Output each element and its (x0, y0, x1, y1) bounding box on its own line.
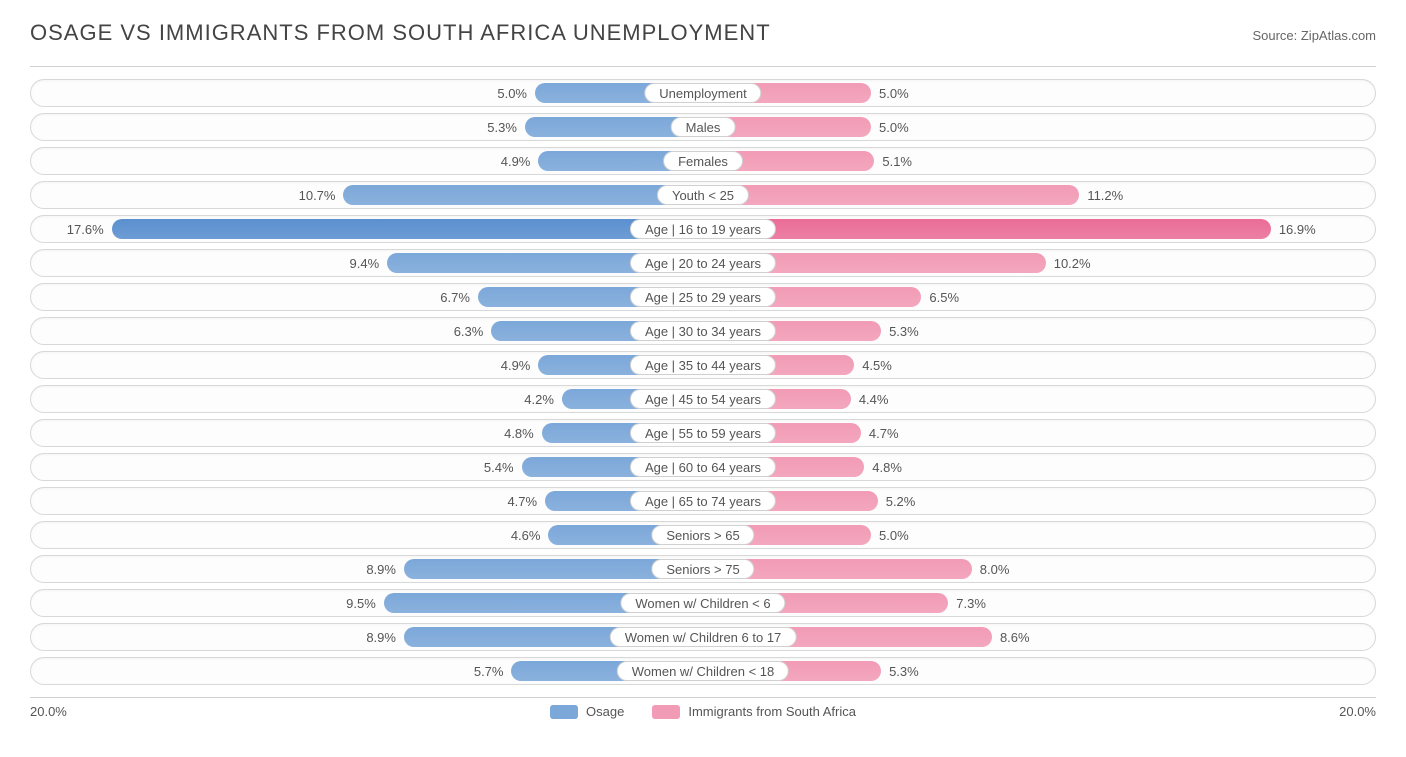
legend: Osage Immigrants from South Africa (90, 704, 1316, 719)
value-right: 5.0% (879, 522, 909, 550)
category-label: Youth < 25 (657, 185, 749, 205)
value-right: 5.0% (879, 114, 909, 142)
value-left: 10.7% (299, 182, 336, 210)
chart-footer: 20.0% Osage Immigrants from South Africa… (30, 704, 1376, 719)
category-label: Women w/ Children 6 to 17 (610, 627, 797, 647)
value-right: 7.3% (956, 590, 986, 618)
value-right: 5.2% (886, 488, 916, 516)
category-label: Age | 25 to 29 years (630, 287, 776, 307)
value-left: 6.7% (440, 284, 470, 312)
category-label: Age | 55 to 59 years (630, 423, 776, 443)
chart-row: 6.3% 5.3% Age | 30 to 34 years (30, 317, 1376, 345)
chart-row: 4.9% 5.1% Females (30, 147, 1376, 175)
source-label: Source: ZipAtlas.com (1252, 28, 1376, 43)
swatch-left-icon (550, 705, 578, 719)
value-right: 4.4% (859, 386, 889, 414)
value-right: 6.5% (929, 284, 959, 312)
chart-row: 8.9% 8.6% Women w/ Children 6 to 17 (30, 623, 1376, 651)
value-left: 4.9% (501, 148, 531, 176)
value-left: 8.9% (366, 624, 396, 652)
bar-left (343, 185, 703, 205)
category-label: Age | 65 to 74 years (630, 491, 776, 511)
chart-row: 9.5% 7.3% Women w/ Children < 6 (30, 589, 1376, 617)
category-label: Unemployment (644, 83, 761, 103)
value-left: 6.3% (454, 318, 484, 346)
value-right: 5.0% (879, 80, 909, 108)
chart-row: 5.3% 5.0% Males (30, 113, 1376, 141)
category-label: Males (671, 117, 736, 137)
legend-left-label: Osage (586, 704, 624, 719)
chart-row: 4.2% 4.4% Age | 45 to 54 years (30, 385, 1376, 413)
value-right: 8.6% (1000, 624, 1030, 652)
value-left: 5.7% (474, 658, 504, 686)
value-right: 4.7% (869, 420, 899, 448)
value-right: 16.9% (1279, 216, 1316, 244)
chart-row: 4.7% 5.2% Age | 65 to 74 years (30, 487, 1376, 515)
chart-row: 9.4% 10.2% Age | 20 to 24 years (30, 249, 1376, 277)
value-right: 10.2% (1054, 250, 1091, 278)
legend-item-right: Immigrants from South Africa (652, 704, 856, 719)
value-left: 5.4% (484, 454, 514, 482)
bar-right (703, 219, 1271, 239)
value-left: 4.9% (501, 352, 531, 380)
value-left: 17.6% (67, 216, 104, 244)
diverging-bar-chart: 5.0% 5.0% Unemployment 5.3% 5.0% Males 4.9% 5.1… (30, 66, 1376, 698)
category-label: Females (663, 151, 743, 171)
value-right: 8.0% (980, 556, 1010, 584)
value-left: 9.5% (346, 590, 376, 618)
category-label: Seniors > 75 (651, 559, 754, 579)
category-label: Age | 60 to 64 years (630, 457, 776, 477)
category-label: Age | 35 to 44 years (630, 355, 776, 375)
value-left: 4.8% (504, 420, 534, 448)
value-left: 8.9% (366, 556, 396, 584)
value-left: 5.3% (487, 114, 517, 142)
value-left: 4.7% (507, 488, 537, 516)
category-label: Seniors > 65 (651, 525, 754, 545)
chart-row: 5.4% 4.8% Age | 60 to 64 years (30, 453, 1376, 481)
value-right: 5.1% (882, 148, 912, 176)
page-title: OSAGE VS IMMIGRANTS FROM SOUTH AFRICA UN… (30, 20, 771, 46)
chart-row: 6.7% 6.5% Age | 25 to 29 years (30, 283, 1376, 311)
legend-item-left: Osage (550, 704, 624, 719)
value-left: 9.4% (350, 250, 380, 278)
value-left: 5.0% (497, 80, 527, 108)
bar-left (112, 219, 703, 239)
chart-row: 8.9% 8.0% Seniors > 75 (30, 555, 1376, 583)
chart-row: 4.8% 4.7% Age | 55 to 59 years (30, 419, 1376, 447)
category-label: Women w/ Children < 18 (617, 661, 789, 681)
chart-row: 4.6% 5.0% Seniors > 65 (30, 521, 1376, 549)
chart-row: 4.9% 4.5% Age | 35 to 44 years (30, 351, 1376, 379)
category-label: Age | 30 to 34 years (630, 321, 776, 341)
chart-row: 10.7% 11.2% Youth < 25 (30, 181, 1376, 209)
value-right: 5.3% (889, 318, 919, 346)
value-right: 4.5% (862, 352, 892, 380)
category-label: Women w/ Children < 6 (620, 593, 785, 613)
axis-left-max: 20.0% (30, 704, 90, 719)
header: OSAGE VS IMMIGRANTS FROM SOUTH AFRICA UN… (30, 20, 1376, 46)
bar-right (703, 185, 1079, 205)
category-label: Age | 16 to 19 years (630, 219, 776, 239)
category-label: Age | 45 to 54 years (630, 389, 776, 409)
value-right: 4.8% (872, 454, 902, 482)
chart-row: 5.7% 5.3% Women w/ Children < 18 (30, 657, 1376, 685)
chart-row: 17.6% 16.9% Age | 16 to 19 years (30, 215, 1376, 243)
value-left: 4.2% (524, 386, 554, 414)
value-left: 4.6% (511, 522, 541, 550)
axis-right-max: 20.0% (1316, 704, 1376, 719)
chart-row: 5.0% 5.0% Unemployment (30, 79, 1376, 107)
swatch-right-icon (652, 705, 680, 719)
value-right: 11.2% (1087, 182, 1123, 210)
legend-right-label: Immigrants from South Africa (688, 704, 856, 719)
category-label: Age | 20 to 24 years (630, 253, 776, 273)
value-right: 5.3% (889, 658, 919, 686)
